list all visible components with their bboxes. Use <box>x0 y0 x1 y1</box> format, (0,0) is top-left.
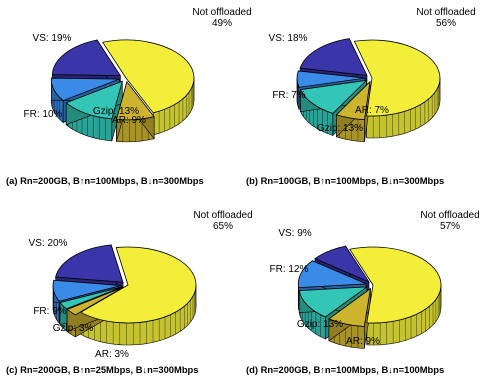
pie-panel-b: Not offloaded 56% AR: 7% Gzip: 13% FR: 7% VS:… <box>246 7 476 186</box>
slice-fr <box>50 77 120 102</box>
pie-panel-d: Not offloaded 57% AR: 9%Gzip: 13% FR: 12% VS… <box>246 210 480 375</box>
pie-panel-c: Not offloaded 65% AR: 3% Gzip: 3% FR: 9% VS: … <box>6 210 253 375</box>
slice-fr <box>52 279 122 302</box>
slice-label-ar: AR: 3% <box>95 349 129 360</box>
slice-label-fr: FR: 9% <box>33 306 66 317</box>
slice-label-fr: FR: 12% <box>270 264 309 275</box>
panel-caption: (d) Rn=200GB, B↑n=100Mbps, B↓n=100Mbps <box>246 364 444 375</box>
slice-ar <box>66 287 123 316</box>
slice-label-fr: FR: 7% <box>272 90 305 101</box>
slice-ar <box>328 287 371 327</box>
slice-gzip <box>65 80 123 120</box>
slice-label-not-offloaded: Not offloaded 65% <box>193 210 252 232</box>
slice-not-offloaded <box>353 39 441 117</box>
slice-vs <box>314 245 370 283</box>
slice-gzip <box>298 286 369 318</box>
slice-label-not-offloaded: Not offloaded 49% <box>192 7 251 29</box>
panel-caption: (c) Rn=200GB, B↑n=25Mbps, B↓n=300Mbps <box>6 364 199 375</box>
slice-label-gzip: Gzip: 13% <box>297 319 343 330</box>
slice-label-gzip: Gzip: 13% <box>317 123 363 134</box>
panel-caption: (b) Rn=100GB, B↑n=100Mbps, B↓n=300Mbps <box>246 175 444 186</box>
slice-gzip <box>299 79 368 114</box>
slice-vs <box>55 244 124 283</box>
slice-label-vs: VS: 18% <box>269 33 308 44</box>
pie-panel-a: Not offloaded 49% AR: 9%Gzip: 13% FR: 10% VS… <box>6 7 252 186</box>
slice-label-not-offloaded: Not offloaded 56% <box>416 7 475 29</box>
slice-label-gzip: Gzip: 13% <box>93 106 139 117</box>
slice-label-ar: AR: 9% <box>346 336 380 347</box>
slice-label-gzip: Gzip: 3% <box>53 323 94 334</box>
slice-vs <box>299 38 368 76</box>
slice-fr <box>296 70 366 88</box>
slice-gzip <box>59 286 123 310</box>
slice-not-offloaded <box>102 39 195 114</box>
slice-label-vs: VS: 20% <box>29 238 68 249</box>
panel-caption: (a) Rn=200GB, B↑n=100Mbps, B↓n=300Mbps <box>6 175 204 186</box>
slice-vs <box>51 39 122 77</box>
slice-not-offloaded <box>349 246 442 324</box>
slice-fr <box>297 260 367 289</box>
slice-label-ar: AR: 7% <box>355 105 389 116</box>
slice-label-vs: VS: 19% <box>33 33 72 44</box>
slice-label-vs: VS: 9% <box>278 228 311 239</box>
slice-label-not-offloaded: Not offloaded 57% <box>420 210 479 232</box>
slice-ar <box>335 80 371 121</box>
slice-not-offloaded <box>79 246 197 324</box>
slice-label-ar: AR: 9% <box>112 115 146 126</box>
slice-label-fr: FR: 10% <box>24 109 63 120</box>
slice-ar <box>115 81 155 121</box>
